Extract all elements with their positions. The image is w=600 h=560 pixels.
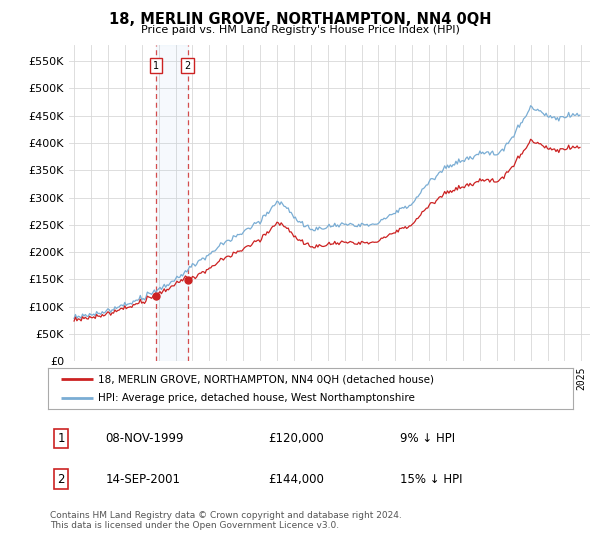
Text: 1: 1 (154, 60, 160, 71)
Text: 2: 2 (184, 60, 191, 71)
Text: 2: 2 (58, 473, 65, 486)
Text: 14-SEP-2001: 14-SEP-2001 (106, 473, 181, 486)
Bar (157, 45, 188, 361)
Text: £144,000: £144,000 (269, 473, 325, 486)
Text: Price paid vs. HM Land Registry's House Price Index (HPI): Price paid vs. HM Land Registry's House … (140, 25, 460, 35)
Text: 18, MERLIN GROVE, NORTHAMPTON, NN4 0QH (detached house): 18, MERLIN GROVE, NORTHAMPTON, NN4 0QH (… (98, 375, 434, 384)
Text: 9% ↓ HPI: 9% ↓ HPI (400, 432, 455, 445)
Text: Contains HM Land Registry data © Crown copyright and database right 2024.
This d: Contains HM Land Registry data © Crown c… (50, 511, 401, 530)
Text: 15% ↓ HPI: 15% ↓ HPI (400, 473, 462, 486)
Text: £120,000: £120,000 (269, 432, 324, 445)
Text: 1: 1 (58, 432, 65, 445)
Text: 18, MERLIN GROVE, NORTHAMPTON, NN4 0QH: 18, MERLIN GROVE, NORTHAMPTON, NN4 0QH (109, 12, 491, 27)
Text: HPI: Average price, detached house, West Northamptonshire: HPI: Average price, detached house, West… (98, 393, 415, 403)
Text: 08-NOV-1999: 08-NOV-1999 (106, 432, 184, 445)
